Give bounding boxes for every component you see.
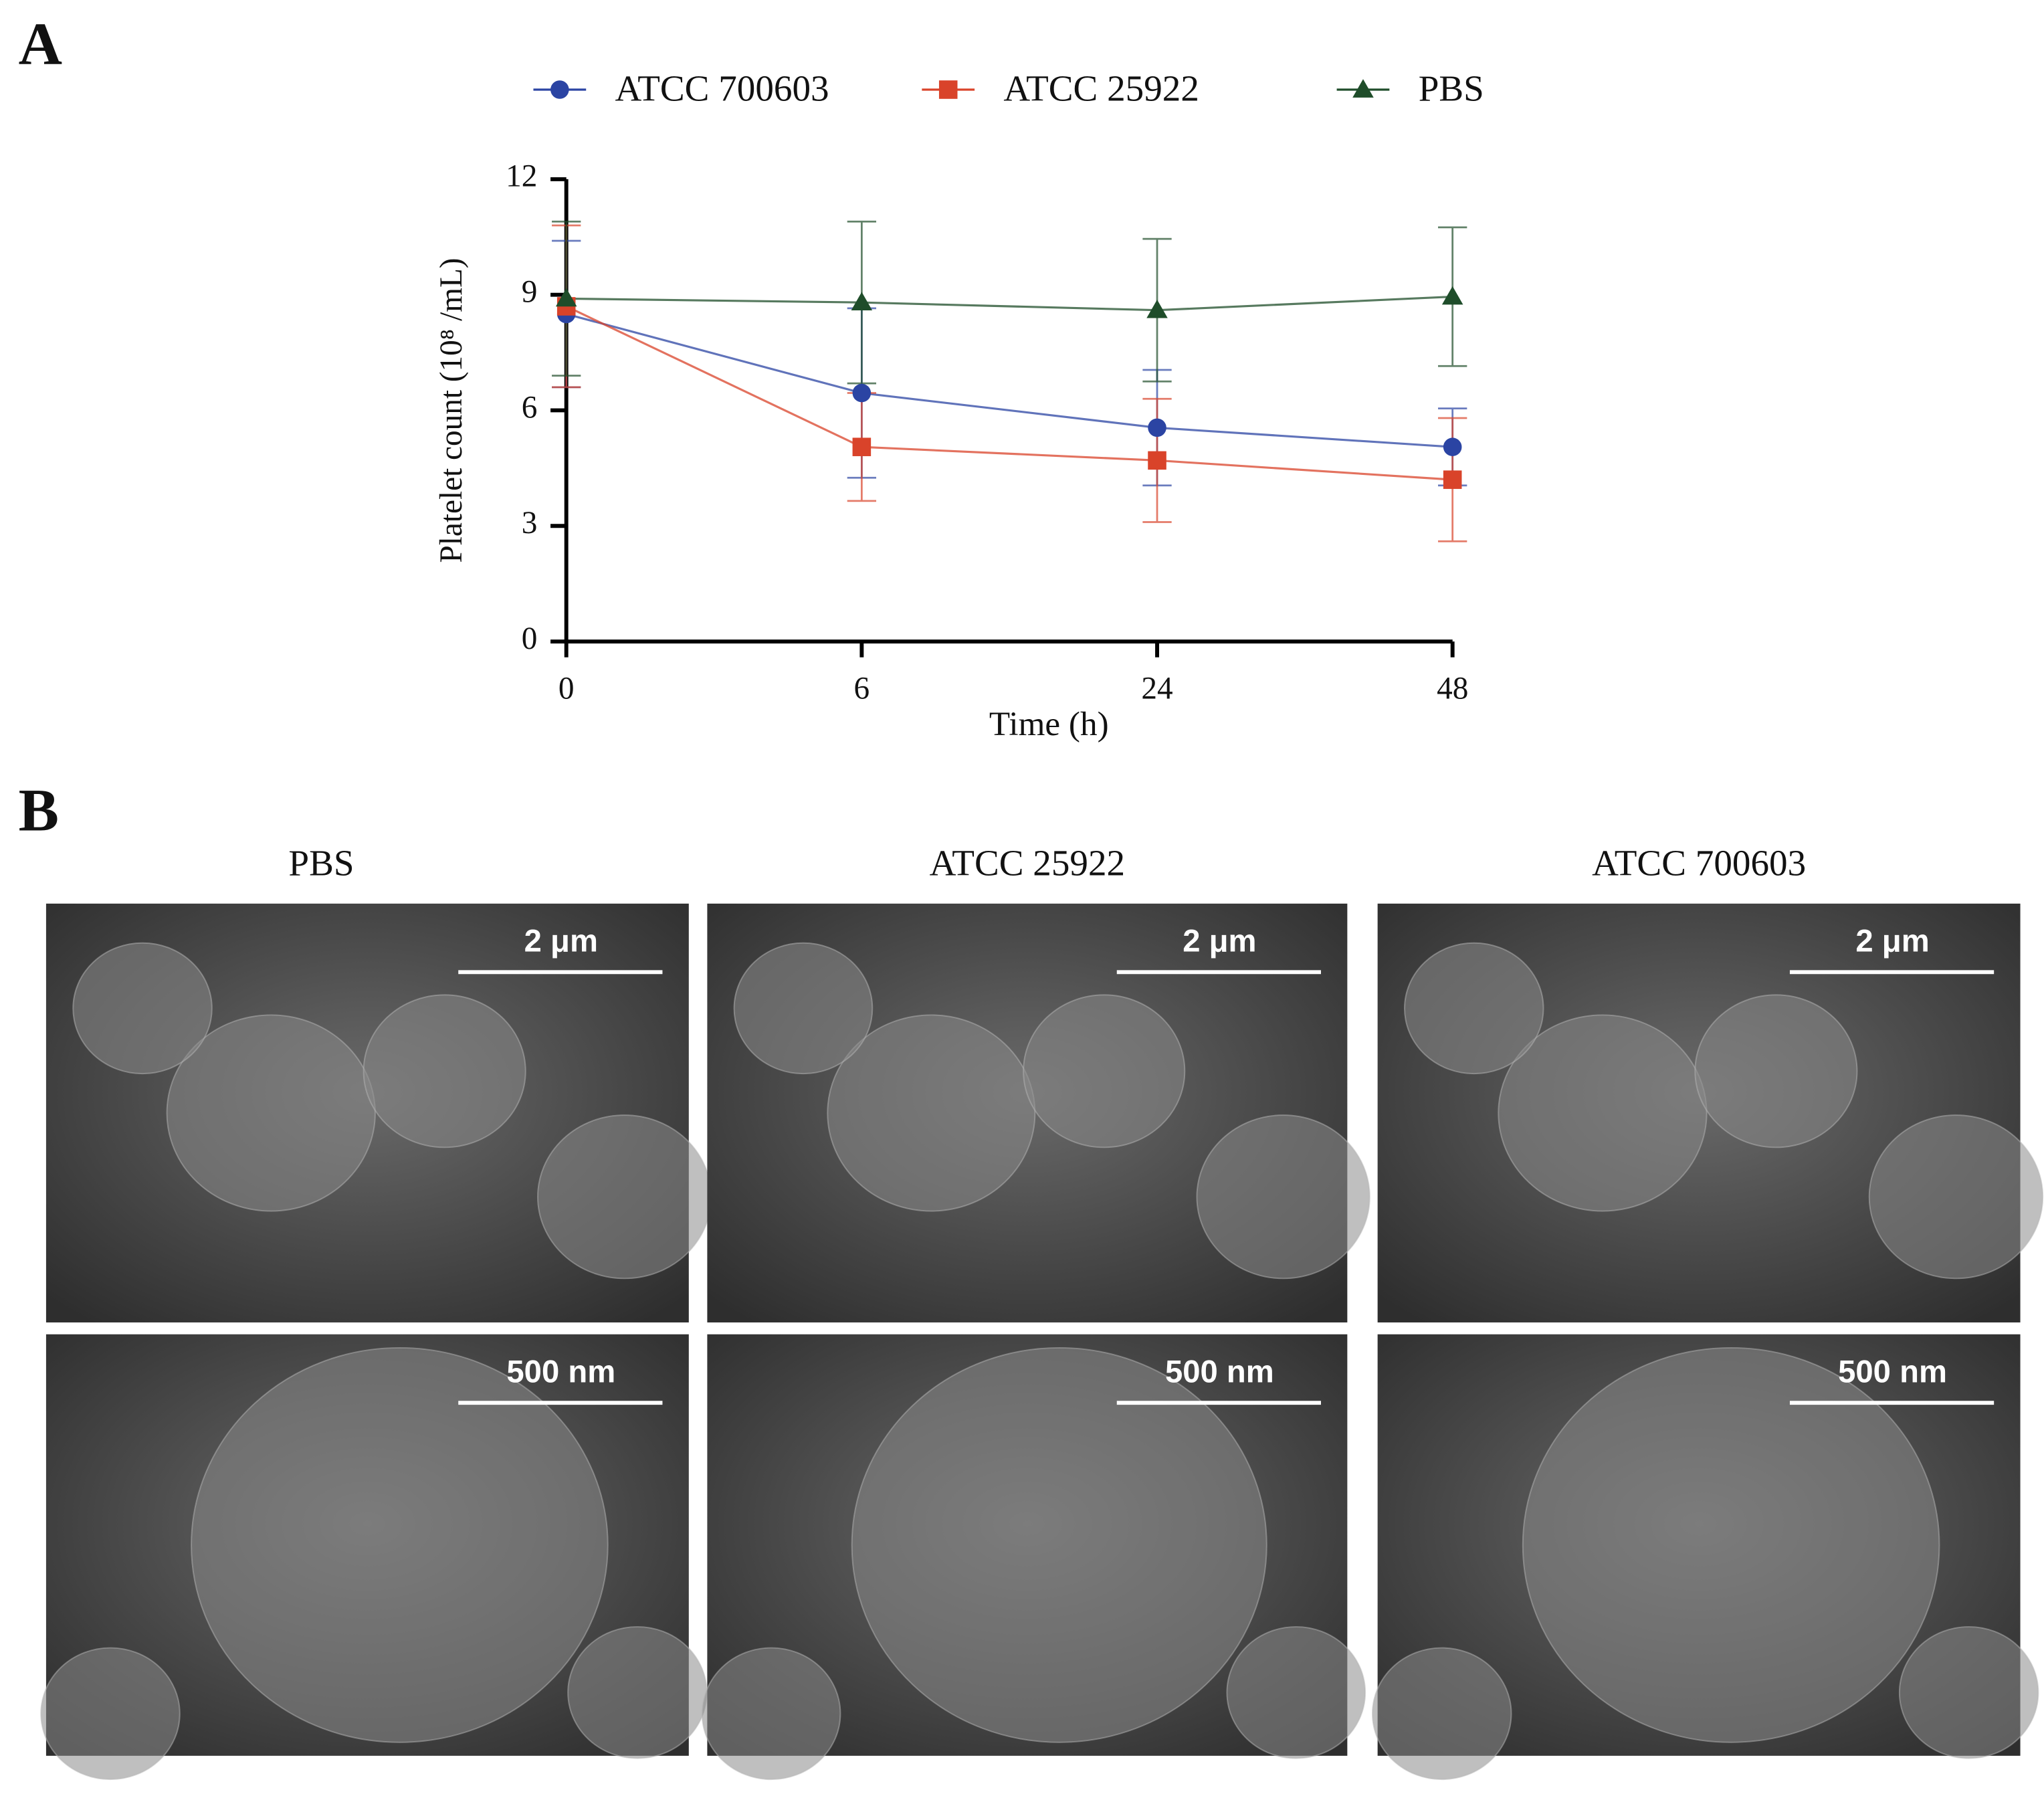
marker (1352, 79, 1374, 98)
scale-bar-label: 500 nm (506, 1354, 615, 1389)
marker (938, 80, 958, 99)
sem-cell (40, 1647, 181, 1781)
sem-cell (72, 942, 213, 1075)
panel-label: B (19, 777, 59, 844)
y-tick-label: 0 (522, 621, 538, 656)
sem-cell (567, 1626, 708, 1759)
y-axis-label: Platelet count (10⁸ /mL) (434, 258, 469, 563)
x-tick-label: 24 (1141, 672, 1172, 706)
sem-cell (1868, 1114, 2044, 1280)
sem-cell (1023, 994, 1186, 1148)
y-tick-label: 9 (522, 275, 538, 310)
series-line (566, 295, 1453, 312)
sem-cell (701, 1647, 841, 1781)
marker (1443, 470, 1462, 489)
sem-cell (1522, 1346, 1940, 1743)
sem-cell (537, 1114, 712, 1280)
marker (550, 80, 569, 99)
series-line (566, 305, 1453, 481)
sem-cell (166, 1014, 376, 1212)
series-line (566, 312, 1453, 448)
y-tick-label: 3 (522, 506, 538, 540)
marker (1443, 437, 1462, 456)
sem-cell (191, 1346, 609, 1743)
marker (555, 288, 577, 307)
scale-bar-label: 500 nm (1165, 1354, 1274, 1389)
x-axis-label: Time (h) (989, 705, 1109, 743)
sem-cell (1226, 1626, 1366, 1759)
x-tick-label: 48 (1437, 672, 1468, 706)
marker (1148, 451, 1166, 470)
marker (852, 437, 872, 456)
column-title: PBS (288, 842, 354, 883)
scale-bar-label: 2 μm (1183, 923, 1256, 959)
sem-cell (1404, 942, 1544, 1075)
sem-cell (851, 1346, 1267, 1743)
scale-bar-label: 500 nm (1838, 1354, 1947, 1389)
legend-label: PBS (1419, 68, 1484, 109)
marker (851, 292, 873, 311)
y-tick-label: 12 (506, 159, 537, 194)
sem-cell (1498, 1014, 1708, 1212)
sem-cell (1898, 1626, 2039, 1759)
marker (1148, 418, 1166, 437)
sem-cell (363, 994, 526, 1148)
x-tick-label: 0 (558, 672, 575, 706)
marker (852, 383, 872, 403)
scale-bar-label: 2 μm (1855, 923, 1929, 959)
panel-label: A (19, 10, 62, 78)
column-title: ATCC 700603 (1592, 842, 1806, 883)
sem-cell (827, 1014, 1036, 1212)
marker (1441, 286, 1463, 305)
sem-cell (733, 942, 874, 1075)
sem-cell (1694, 994, 1858, 1148)
scale-bar-label: 2 μm (524, 923, 598, 959)
legend-label: ATCC 25922 (1003, 68, 1199, 109)
marker (1146, 299, 1168, 318)
column-title: ATCC 25922 (930, 842, 1126, 883)
x-tick-label: 6 (854, 672, 870, 706)
legend-label: ATCC 700603 (615, 68, 829, 109)
sem-cell (1371, 1647, 1512, 1781)
y-tick-label: 6 (522, 390, 538, 425)
sem-cell (1196, 1114, 1370, 1280)
